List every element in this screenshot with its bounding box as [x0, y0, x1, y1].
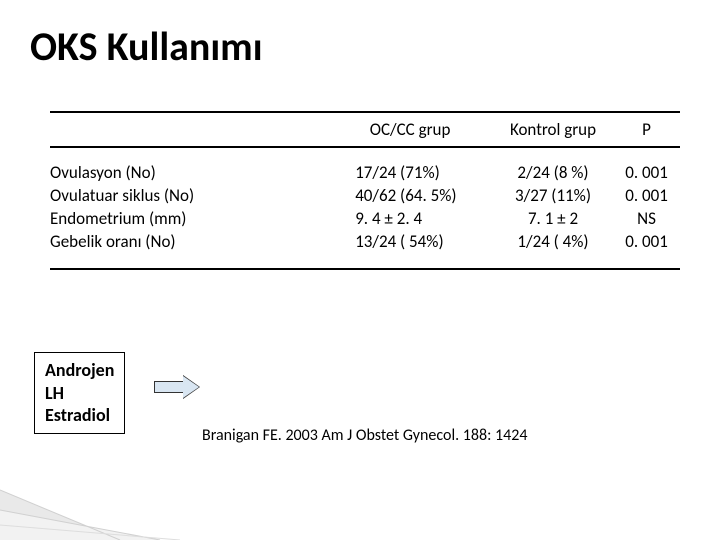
- table-row: Endometrium (mm) 9. 4 ± 2. 4 7. 1 ± 2 NS: [50, 208, 680, 231]
- table-bottom-rule: [50, 268, 680, 270]
- row-label: Gebelik oranı (No): [50, 231, 327, 268]
- cell-p: 0. 001: [613, 147, 680, 185]
- cell-c1: 17/24 (71%): [327, 147, 493, 185]
- arrow-icon: [154, 376, 202, 398]
- cell-c1: 40/62 (64. 5%): [327, 185, 493, 208]
- row-label: Endometrium (mm): [50, 208, 327, 231]
- citation-text: Branigan FE. 2003 Am J Obstet Gynecol. 1…: [202, 426, 527, 445]
- hormone-box: Androjen LH Estradiol: [34, 352, 125, 434]
- row-label: Ovulatuar siklus (No): [50, 185, 327, 208]
- cell-c2: 1/24 ( 4%): [493, 231, 613, 268]
- table-row: Gebelik oranı (No) 13/24 ( 54%) 1/24 ( 4…: [50, 231, 680, 268]
- cell-c2: 2/24 (8 %): [493, 147, 613, 185]
- table-header-row: OC/CC grup Kontrol grup P: [50, 112, 680, 147]
- data-table: OC/CC grup Kontrol grup P Ovulasyon (No)…: [50, 111, 680, 270]
- cell-c2: 3/27 (11%): [493, 185, 613, 208]
- cell-c2: 7. 1 ± 2: [493, 208, 613, 231]
- table-header-col1: OC/CC grup: [327, 112, 493, 147]
- page-title: OKS Kullanımı: [0, 0, 720, 71]
- cell-p: 0. 001: [613, 231, 680, 268]
- cell-p: 0. 001: [613, 185, 680, 208]
- hormone-estradiol: Estradiol: [45, 404, 114, 427]
- hormone-androjen: Androjen: [45, 359, 114, 382]
- cell-p: NS: [613, 208, 680, 231]
- cell-c1: 13/24 ( 54%): [327, 231, 493, 268]
- table-header-p: P: [613, 112, 680, 147]
- table-row: Ovulasyon (No) 17/24 (71%) 2/24 (8 %) 0.…: [50, 147, 680, 185]
- table-header-blank: [50, 112, 327, 147]
- cell-c1: 9. 4 ± 2. 4: [327, 208, 493, 231]
- corner-decoration: [0, 460, 180, 540]
- table-header-col2: Kontrol grup: [493, 112, 613, 147]
- row-label: Ovulasyon (No): [50, 147, 327, 185]
- table-row: Ovulatuar siklus (No) 40/62 (64. 5%) 3/2…: [50, 185, 680, 208]
- hormone-lh: LH: [45, 382, 114, 405]
